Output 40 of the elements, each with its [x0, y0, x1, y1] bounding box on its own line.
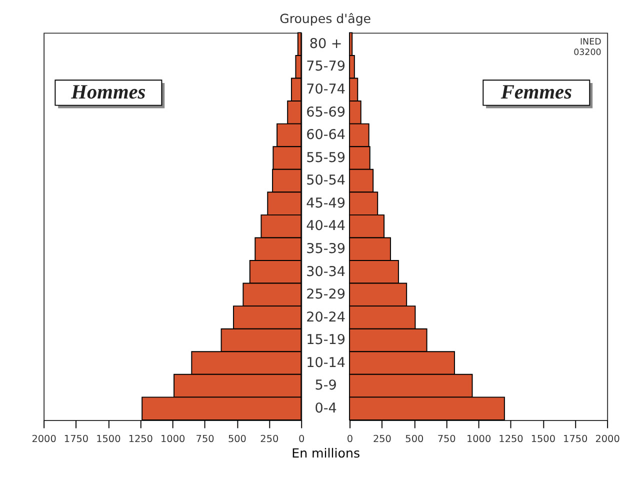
y-tick-label: 25-29 — [306, 286, 346, 303]
x-tick-label: 500 — [405, 434, 424, 445]
x-tick-label: 1250 — [498, 434, 524, 445]
y-tick-label: 40-44 — [306, 218, 346, 234]
y-tick-label: 80 + — [309, 36, 342, 52]
x-tick-label: 1750 — [563, 434, 588, 445]
y-tick-label: 10-14 — [306, 354, 346, 371]
x-tick-label: 1500 — [530, 434, 556, 445]
x-tick-label: 0 — [346, 434, 354, 445]
y-tick-label: 50-54 — [306, 172, 346, 189]
y-tick-label: 45-49 — [306, 195, 346, 212]
x-tick-label: 1500 — [96, 434, 121, 445]
x-tick-label: 500 — [228, 434, 246, 445]
x-tick-label: 750 — [437, 434, 456, 445]
x-tick-label: 2000 — [595, 434, 620, 445]
y-tick-label: 65-69 — [306, 104, 346, 120]
x-tick-label: 750 — [196, 434, 214, 445]
y-tick-label: 75-79 — [306, 58, 346, 75]
y-tick-label: 60-64 — [306, 127, 346, 144]
chart-title: Groupes d'âge — [280, 11, 372, 26]
y-tick-label: 30-34 — [306, 264, 346, 280]
x-axis-title: En millions — [292, 445, 360, 460]
x-tick-label: 250 — [260, 434, 279, 445]
x-tick-label: 1000 — [160, 434, 186, 445]
annotation: Femmes — [500, 82, 572, 104]
x-tick-label: 1250 — [128, 434, 153, 445]
x-tick-label: 2000 — [32, 434, 56, 445]
y-tick-label: 35-39 — [306, 240, 346, 257]
annotation: INED 03200 — [574, 37, 602, 58]
y-tick-label: 0-4 — [314, 400, 337, 416]
y-tick-label: 20-24 — [306, 309, 346, 326]
x-tick-label: 1000 — [466, 434, 492, 445]
x-tick-label: 1750 — [64, 434, 89, 445]
y-tick-label: 15-19 — [306, 332, 346, 348]
annotation: Hommes — [70, 82, 146, 104]
x-tick-label: 0 — [298, 434, 305, 445]
y-tick-label: 5-9 — [314, 378, 337, 394]
x-tick-label: 250 — [372, 434, 392, 445]
y-tick-label: 70-74 — [306, 82, 346, 98]
y-tick-label: 55-59 — [306, 150, 346, 166]
